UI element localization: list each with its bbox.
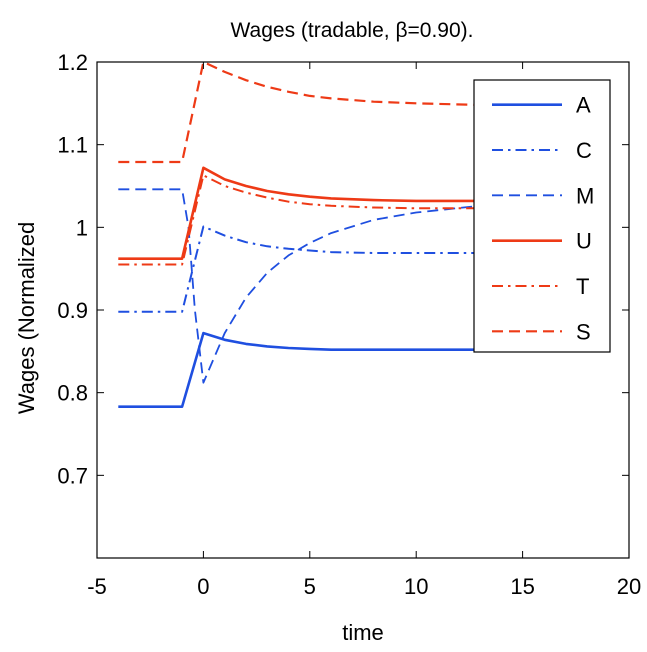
x-tick-label: 10 — [404, 574, 428, 599]
y-tick-label: 0.9 — [57, 298, 88, 323]
y-tick-label: 0.7 — [57, 463, 88, 488]
x-tick-label: 0 — [197, 574, 209, 599]
x-tick-label: -5 — [87, 574, 107, 599]
y-tick-label: 1 — [76, 215, 88, 240]
legend-label-C: C — [576, 138, 592, 163]
series-line-M — [118, 188, 481, 384]
legend-box — [473, 79, 611, 353]
legend-label-A: A — [576, 93, 591, 118]
y-tick-label: 0.8 — [57, 381, 88, 406]
x-tick-label: 20 — [617, 574, 641, 599]
chart-title: Wages (tradable, β=0.90). — [230, 19, 473, 42]
series-line-U — [118, 166, 480, 261]
legend-label-U: U — [576, 229, 592, 254]
legend-label-T: T — [576, 274, 589, 299]
series-line-S — [118, 62, 481, 164]
series-layer — [118, 62, 481, 409]
series-line-T — [118, 174, 480, 266]
x-tick-label: 15 — [510, 574, 534, 599]
series-line-C — [118, 225, 480, 313]
legend-label-S: S — [576, 319, 591, 344]
y-tick-label: 1.2 — [57, 50, 88, 75]
x-axis-label: time — [342, 620, 384, 645]
y-axis-label: Wages (Normalized — [14, 222, 39, 414]
y-tick-label: 1.1 — [57, 133, 88, 158]
legend-label-M: M — [576, 183, 594, 208]
axis-ticks: -5 0 5 10 15 20 0.7 0.8 0.9 1 1.1 1.2 — [57, 50, 641, 599]
x-tick-label: 5 — [304, 574, 316, 599]
series-line-A — [118, 331, 480, 409]
